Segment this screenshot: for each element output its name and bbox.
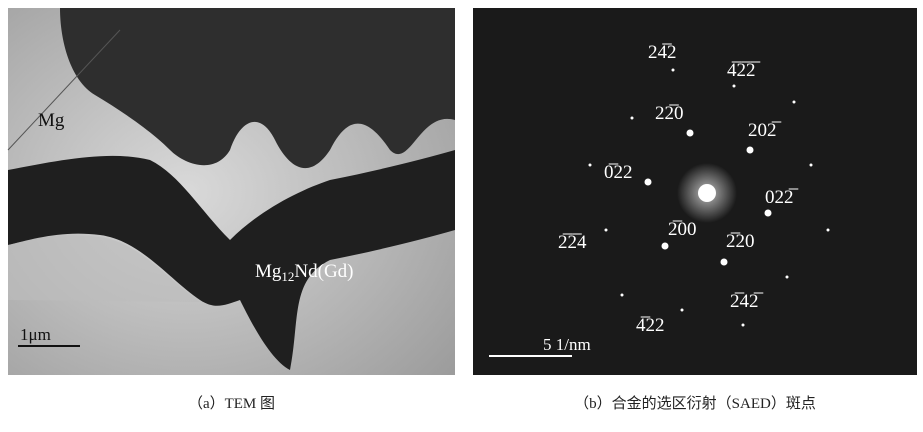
miller-index: 2̅42̅ (730, 291, 764, 312)
scale-bar-label: 5 1/nm (543, 335, 591, 354)
label-mg: Mg (38, 110, 65, 131)
miller-index: 4̅2̅2̅ (727, 60, 761, 81)
miller-index: 2̅2̅4 (558, 232, 587, 253)
miller-index: 4̅22 (636, 315, 665, 336)
miller-index: 202̅ (748, 120, 782, 141)
miller-index: 24̅2 (648, 42, 677, 63)
miller-index: 22̅0 (655, 103, 684, 124)
label-phase: Mg12Nd(Gd) (255, 261, 354, 284)
saed-image: 5 1/nm 24̅2 4̅2̅2̅ 22̅0 202̅ 0̅22 022̅ 2̅2̅4 2̅… (473, 8, 917, 375)
miller-index: 022̅ (765, 187, 799, 208)
miller-index: 2̅00 (668, 219, 697, 240)
caption-a: （a）TEM 图 (8, 392, 455, 413)
caption-b: （b）合金的选区衍射（SAED）斑点 (473, 392, 917, 413)
miller-index: 2̅20 (726, 231, 755, 252)
scale-bar-label: 1μm (20, 325, 51, 344)
miller-index: 0̅22 (604, 162, 633, 183)
figure: Mg Mg12Nd(Gd) 1μm 5 1/nm 24̅2 4̅2̅2̅ 22̅0 2… (0, 0, 923, 432)
tem-image: Mg Mg12Nd(Gd) 1μm (8, 8, 455, 375)
figure-images: Mg Mg12Nd(Gd) 1μm 5 1/nm 24̅2 4̅2̅2̅ 22̅0 2… (0, 0, 923, 385)
